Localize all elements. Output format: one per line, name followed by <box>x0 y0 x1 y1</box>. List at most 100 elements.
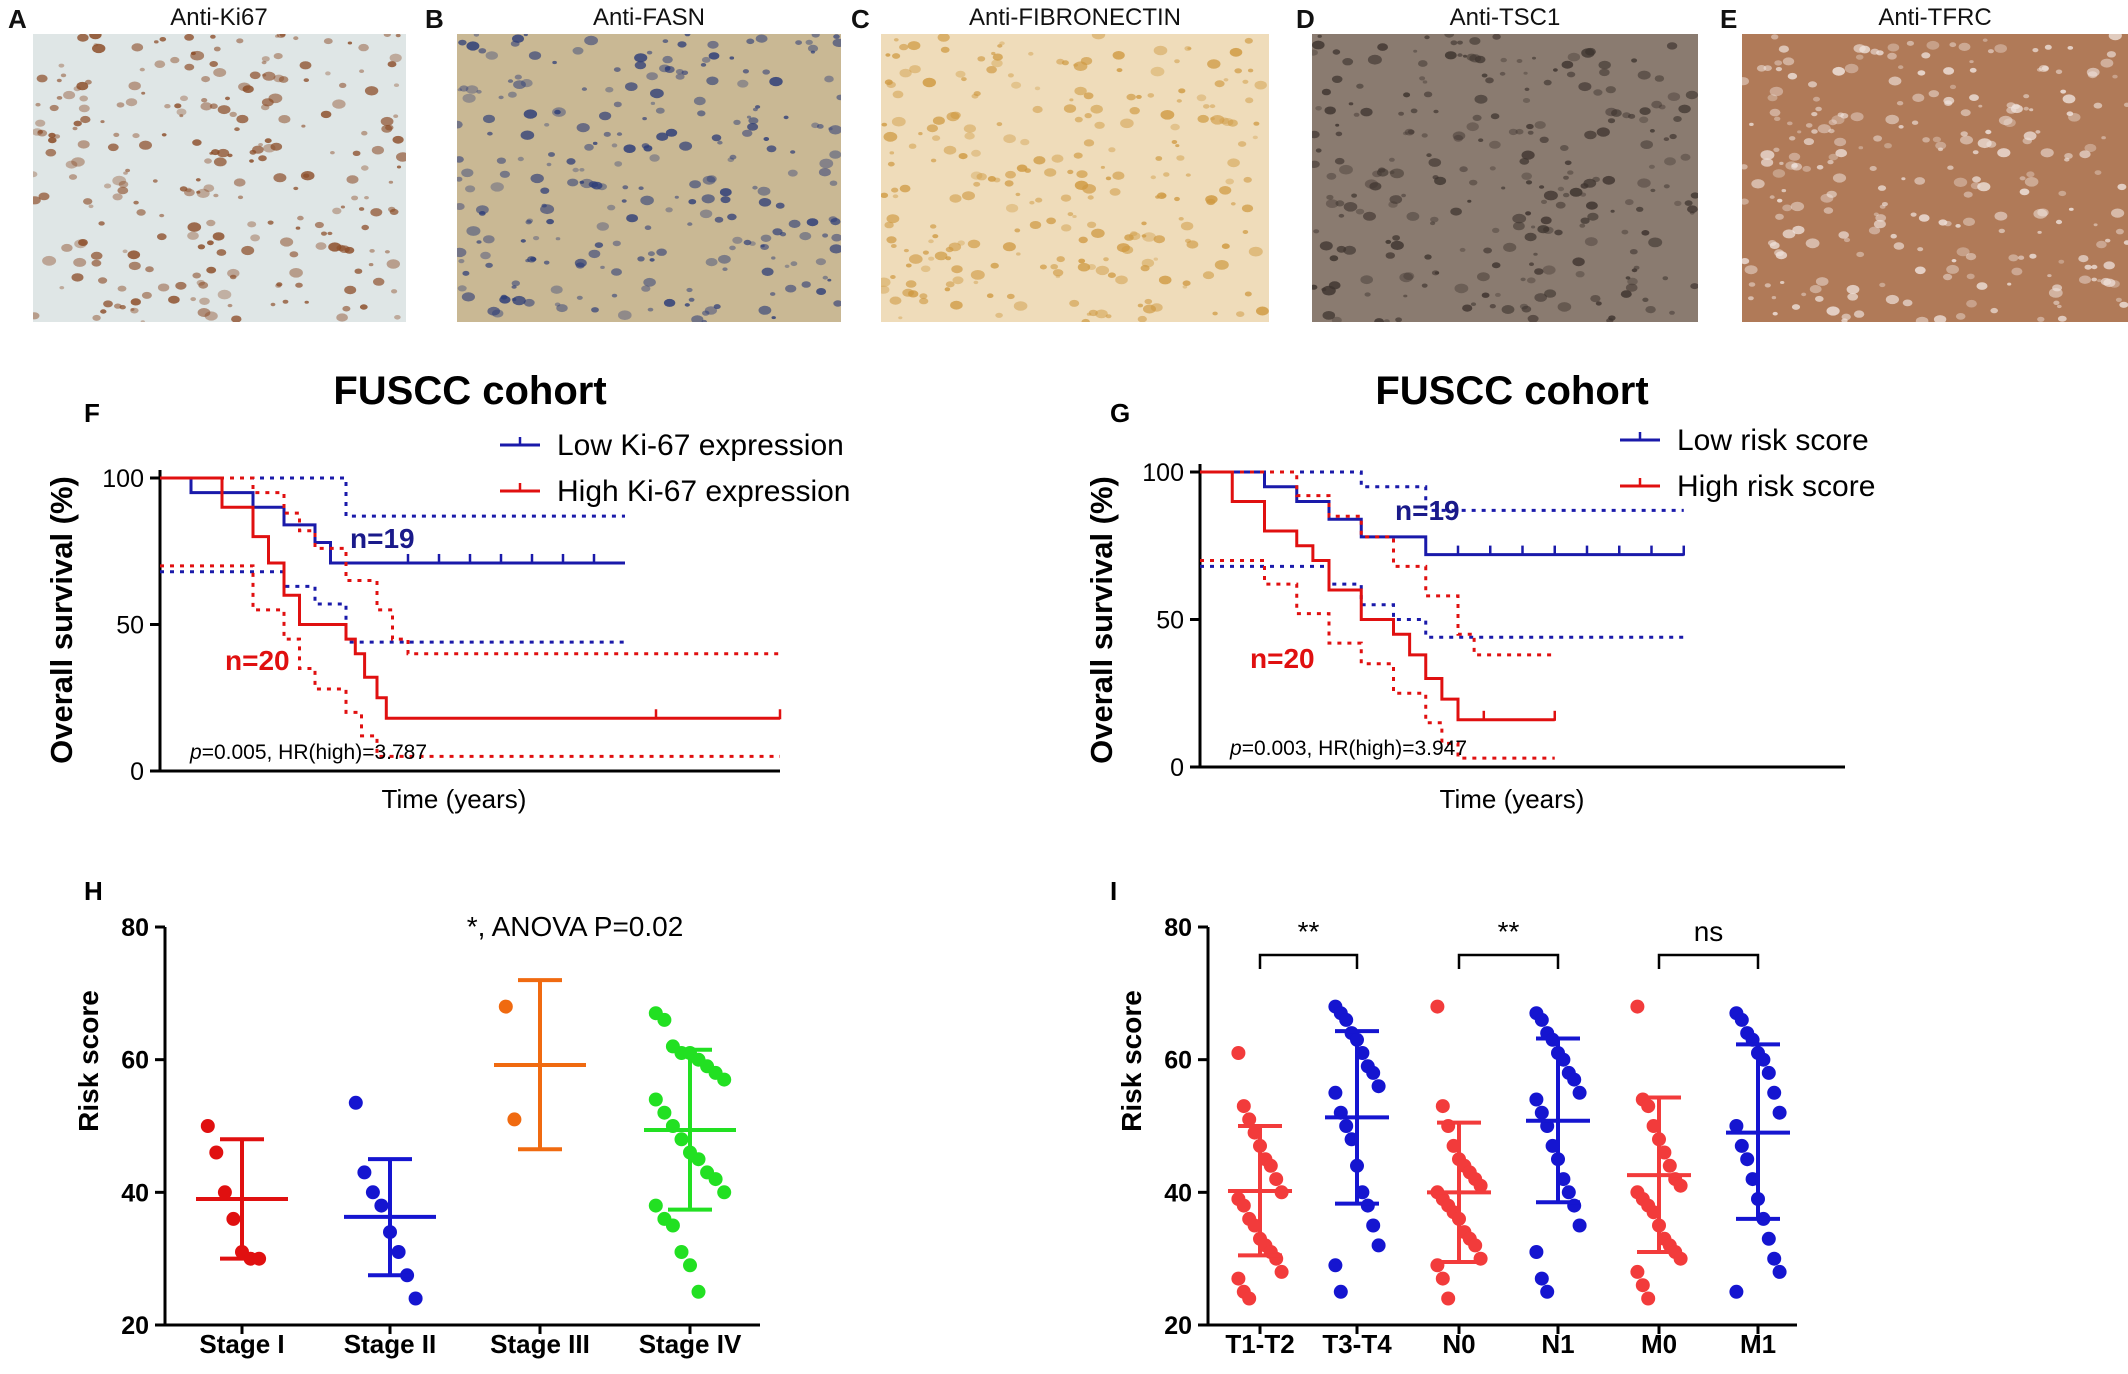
data-point <box>1242 1112 1257 1127</box>
data-point <box>1430 999 1445 1014</box>
data-point <box>200 1119 215 1133</box>
micrograph-image <box>457 34 841 322</box>
y-tick-label: 0 <box>130 758 144 786</box>
data-point <box>1767 1085 1782 1100</box>
data-point <box>1572 1085 1587 1100</box>
data-point <box>1729 1119 1744 1133</box>
data-point <box>1630 999 1645 1014</box>
panel-letter-d: D <box>1296 4 1315 34</box>
panel-letter-a: A <box>8 4 27 34</box>
data-point <box>1772 1105 1787 1120</box>
legend-label: Low risk score <box>1677 424 1869 457</box>
data-point <box>1366 1218 1381 1233</box>
data-point <box>1772 1264 1787 1279</box>
significance-bracket <box>1457 953 1560 969</box>
data-point <box>1435 1271 1450 1286</box>
y-tick-label: 100 <box>1142 459 1184 487</box>
data-point <box>1534 1271 1549 1286</box>
data-point <box>691 1152 706 1167</box>
panel-letter-h: H <box>84 876 103 906</box>
x-tick-label: Stage IV <box>639 1329 742 1359</box>
x-tick-label: N0 <box>1442 1329 1475 1359</box>
data-point <box>1366 1065 1381 1080</box>
data-point <box>507 1112 522 1127</box>
data-point <box>665 1218 680 1233</box>
data-point <box>1572 1218 1587 1233</box>
micrograph-title: Anti-Ki67 <box>170 4 268 31</box>
data-point <box>1328 1258 1343 1273</box>
data-point <box>1729 1284 1744 1299</box>
panel-letter-i: I <box>1110 876 1117 906</box>
data-point <box>1662 1158 1677 1173</box>
ci-upper-line <box>160 476 780 656</box>
p-value-annotation: p=0.005, HR(high)=3.787 <box>189 741 427 764</box>
y-tick-label: 50 <box>116 612 144 640</box>
data-point <box>1540 1284 1555 1299</box>
data-point <box>657 1105 672 1120</box>
y-tick-label: 40 <box>1164 1179 1192 1207</box>
data-point <box>1635 1278 1650 1293</box>
data-point <box>1761 1065 1776 1080</box>
data-point <box>1242 1291 1257 1306</box>
legend-label: Low Ki-67 expression <box>557 429 844 462</box>
micrograph-image <box>33 34 406 322</box>
significance-label: ** <box>1498 916 1520 947</box>
data-point <box>498 999 513 1014</box>
ci-upper-line <box>160 476 625 518</box>
significance-label: ns <box>1694 916 1724 947</box>
survival-curve <box>160 476 625 565</box>
data-point <box>1529 1245 1544 1259</box>
data-point <box>1371 1238 1386 1253</box>
data-point <box>1473 1178 1488 1193</box>
significance-label: ** <box>1298 916 1320 947</box>
data-point <box>648 1198 663 1213</box>
data-point <box>1274 1264 1289 1279</box>
data-point <box>1435 1099 1450 1114</box>
y-tick-label: 60 <box>121 1047 149 1075</box>
data-point <box>1673 1178 1688 1193</box>
panel-f-xlabel: Time (years) <box>382 784 527 814</box>
y-tick-label: 20 <box>1164 1312 1192 1340</box>
data-point <box>674 1132 689 1147</box>
data-point <box>1371 1079 1386 1094</box>
micrograph-image <box>881 34 1269 322</box>
ci-lower-line <box>160 564 780 758</box>
panel-h-annotation: *, ANOVA P=0.02 <box>467 911 684 942</box>
data-point <box>1441 1291 1456 1306</box>
ci-lower-line <box>160 570 625 644</box>
data-point <box>1529 1092 1544 1107</box>
data-point <box>717 1072 732 1087</box>
y-tick-label: 40 <box>121 1179 149 1207</box>
data-point <box>708 1172 723 1187</box>
data-point <box>648 1092 663 1107</box>
data-point <box>683 1258 697 1273</box>
y-tick-label: 20 <box>121 1312 149 1340</box>
data-point <box>1269 1172 1284 1187</box>
x-tick-label: T1-T2 <box>1225 1329 1294 1359</box>
data-point <box>374 1198 389 1213</box>
panel-i-ylabel: Risk score <box>1116 990 1147 1132</box>
survival-curve <box>160 476 780 720</box>
micrograph-image <box>1312 34 1698 322</box>
data-point <box>1740 1152 1755 1167</box>
panel-g-ylabel: Overall survival (%) <box>1084 476 1119 764</box>
panel-letter-g: G <box>1110 398 1130 428</box>
n-label: n=19 <box>350 523 415 554</box>
survival-curve <box>1200 470 1555 722</box>
panel-letter-e: E <box>1720 4 1738 34</box>
data-point <box>1641 1291 1656 1306</box>
panel-g-xlabel: Time (years) <box>1440 784 1585 814</box>
data-point <box>1468 1238 1483 1253</box>
y-tick-label: 60 <box>1164 1047 1192 1075</box>
data-point <box>1328 1085 1343 1100</box>
n-label: n=20 <box>1250 643 1315 674</box>
micrograph-title: Anti-TFRC <box>1878 4 1992 31</box>
data-point <box>217 1185 232 1200</box>
x-tick-label: N1 <box>1541 1329 1574 1359</box>
data-point <box>1534 1105 1549 1120</box>
y-tick-label: 80 <box>1164 914 1192 942</box>
data-point <box>1339 1012 1354 1027</box>
survival-curve <box>1200 470 1684 557</box>
data-point <box>1630 1264 1645 1279</box>
data-point <box>1339 1119 1354 1133</box>
